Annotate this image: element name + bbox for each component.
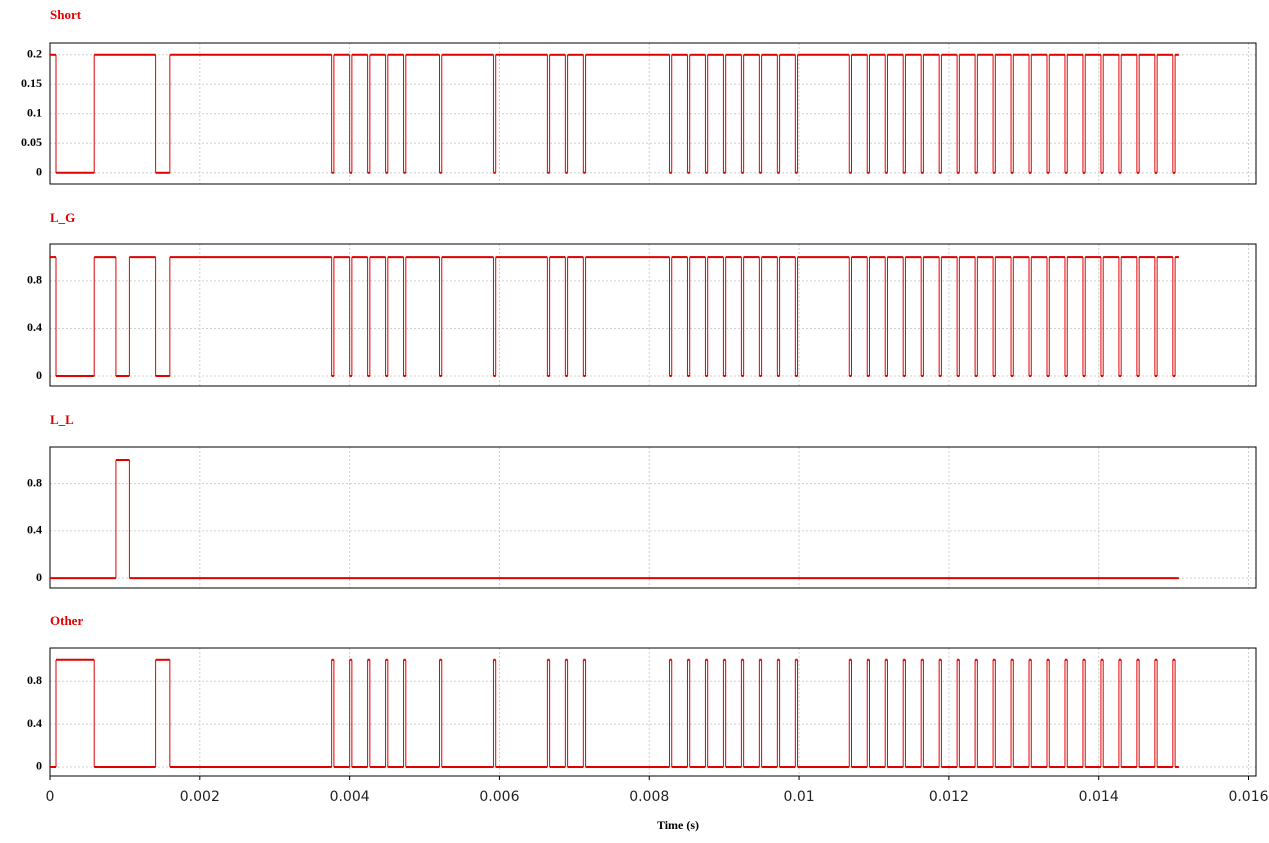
panel-title: Short <box>50 7 82 22</box>
plot-frame <box>49 243 1257 387</box>
x-tick-label: 0.01 <box>783 789 814 805</box>
y-tick-label: 0.2 <box>27 47 42 61</box>
x-tick-label: 0.008 <box>629 789 669 805</box>
y-tick-label: 0.15 <box>21 76 42 90</box>
y-tick-label: 0.1 <box>27 106 42 120</box>
panel-title: Other <box>50 613 83 628</box>
step-riser <box>115 459 130 579</box>
x-tick-label: 0.012 <box>929 789 969 805</box>
y-tick-label: 0.4 <box>27 320 42 334</box>
x-tick-label: 0.016 <box>1228 789 1268 805</box>
y-tick-label: 0 <box>36 570 42 584</box>
y-tick-label: 0 <box>36 165 42 179</box>
x-axis-label: Time (s) <box>657 818 699 832</box>
x-tick-label: 0.006 <box>479 789 519 805</box>
y-tick-label: 0.8 <box>27 475 42 489</box>
x-tick-label: 0 <box>46 789 55 805</box>
step-riser <box>55 54 1176 173</box>
x-tick-label: 0.014 <box>1079 789 1119 805</box>
y-tick-label: 0.8 <box>27 673 42 687</box>
y-tick-label: 0.4 <box>27 523 42 537</box>
plot-frame <box>49 647 1257 777</box>
y-tick-label: 0 <box>36 759 42 773</box>
plot-frame <box>49 446 1257 589</box>
plot-frame <box>49 42 1257 185</box>
y-tick-label: 0 <box>36 368 42 382</box>
panel-title: L_G <box>50 210 75 225</box>
step-riser <box>55 257 1176 377</box>
y-tick-label: 0.8 <box>27 273 42 287</box>
x-tick-label: 0.004 <box>330 789 370 805</box>
panel-title: L_L <box>50 412 74 427</box>
y-tick-label: 0.05 <box>21 135 42 149</box>
x-tick-label: 0.002 <box>180 789 220 805</box>
step-riser <box>55 659 1176 767</box>
y-tick-label: 0.4 <box>27 716 42 730</box>
